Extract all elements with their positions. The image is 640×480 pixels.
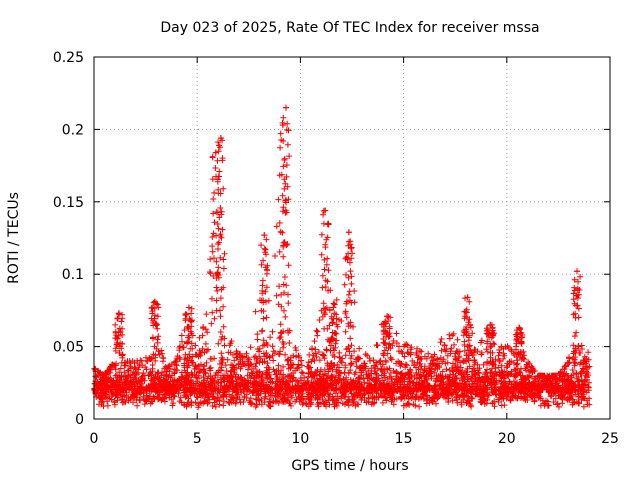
scatter-point-cloud — [91, 104, 593, 411]
scatter-peak-point — [212, 149, 219, 156]
grid-lines — [94, 57, 610, 419]
scatter-peak-point — [330, 304, 337, 311]
y-tick-label: 0.05 — [53, 340, 84, 356]
y-tick-label: 0.15 — [53, 195, 84, 211]
scatter-peak-point — [322, 207, 329, 214]
y-tick-label: 0 — [75, 412, 84, 428]
x-tick-label: 25 — [601, 431, 619, 447]
chart-title: Day 023 of 2025, Rate Of TEC Index for r… — [160, 20, 539, 36]
scatter-peak-point — [217, 135, 224, 142]
y-tick-label: 0.1 — [62, 267, 84, 283]
y-tick-label: 0.2 — [62, 122, 84, 138]
x-axis-label: GPS time / hours — [291, 458, 408, 474]
y-tick-label: 0.25 — [53, 50, 84, 66]
x-tick-label: 20 — [498, 431, 516, 447]
scatter-peak-point — [573, 268, 580, 275]
scatter-peak-point — [516, 324, 523, 331]
plot-frame — [93, 56, 611, 420]
x-tick-label: 0 — [90, 431, 99, 447]
axis-ticks: 0 5 10 15 20 25 0 0.05 0.1 0.15 0.2 0.25 — [53, 50, 619, 447]
scatter-peak-point — [464, 294, 471, 301]
scatter-peak-point — [345, 229, 352, 236]
scatter-peak-point — [282, 104, 289, 111]
scatter-peak-point — [185, 304, 192, 311]
scatter-peak-point — [384, 313, 391, 320]
x-tick-label: 5 — [193, 431, 202, 447]
y-axis-label: ROTI / TECUs — [6, 192, 22, 284]
scatter-peak-point — [151, 298, 158, 305]
scatter-peak-point — [115, 310, 122, 317]
scatter-peak-point — [487, 321, 494, 328]
x-tick-label: 10 — [291, 431, 309, 447]
x-tick-label: 15 — [395, 431, 413, 447]
scatter-peak-point — [261, 232, 268, 239]
scatter-peak-point — [279, 122, 286, 129]
data-points — [91, 104, 593, 411]
